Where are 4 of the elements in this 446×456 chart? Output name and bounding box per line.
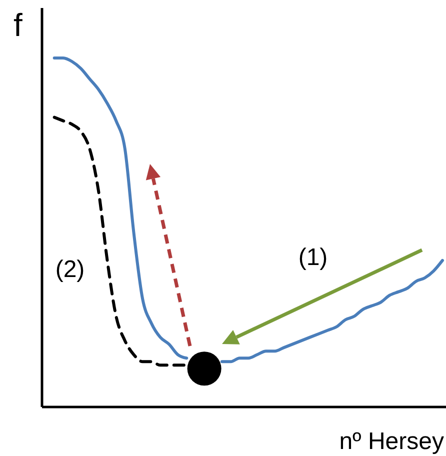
y-axis-title: f <box>14 7 23 43</box>
annotation: (1) <box>298 244 328 271</box>
annotation: (2) <box>55 256 85 283</box>
x-axis-title: nº Hersey <box>339 428 444 455</box>
